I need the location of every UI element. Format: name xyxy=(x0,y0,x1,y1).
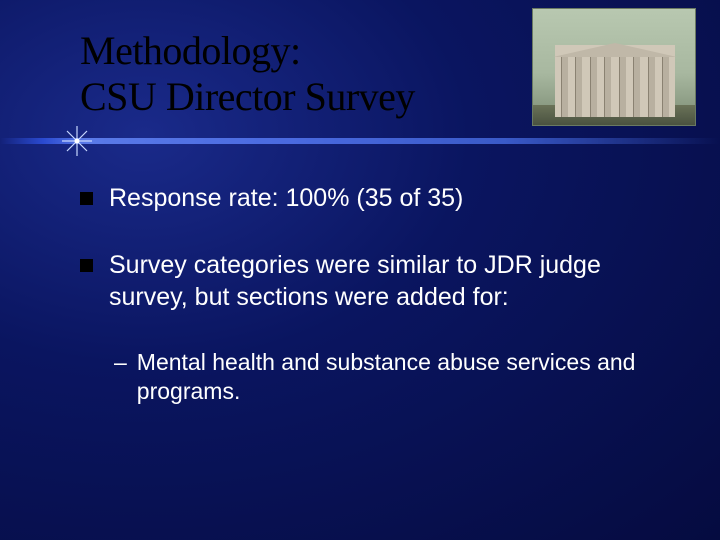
sub-bullet-text: Mental health and substance abuse servic… xyxy=(137,348,670,408)
square-bullet-icon xyxy=(80,192,93,205)
bullet-item: Survey categories were similar to JDR ju… xyxy=(80,249,670,314)
bullet-text: Survey categories were similar to JDR ju… xyxy=(109,249,670,314)
separator-line xyxy=(0,138,720,144)
slide-body: Response rate: 100% (35 of 35) Survey ca… xyxy=(80,182,670,407)
slide: Methodology: CSU Director Survey Respons… xyxy=(0,0,720,540)
decoration-building-image xyxy=(532,8,696,126)
sub-bullet-item: – Mental health and substance abuse serv… xyxy=(114,348,670,408)
square-bullet-icon xyxy=(80,259,93,272)
dash-bullet-icon: – xyxy=(114,348,127,378)
bullet-item: Response rate: 100% (35 of 35) xyxy=(80,182,670,215)
bullet-text: Response rate: 100% (35 of 35) xyxy=(109,182,670,215)
